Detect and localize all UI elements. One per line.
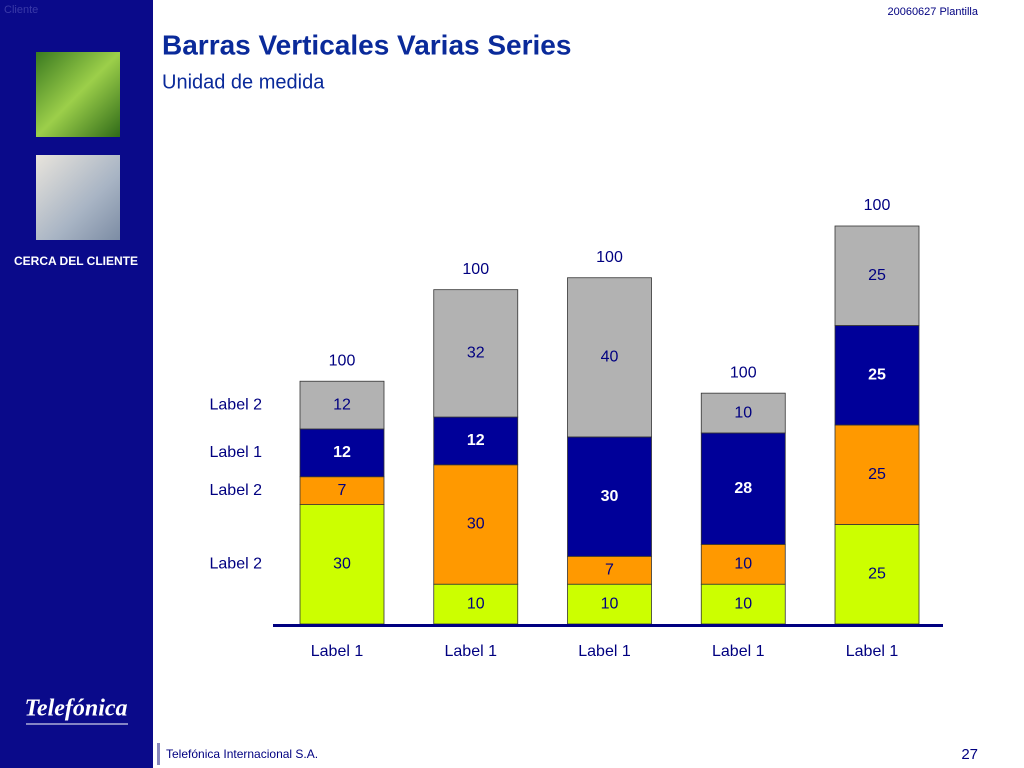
data-label: 12	[333, 444, 351, 461]
total-label: 100	[462, 261, 489, 278]
x-tick-label: Label 1	[445, 643, 498, 660]
bar-segment	[834, 325, 920, 426]
bar-segment	[567, 583, 652, 625]
data-label: 12	[333, 396, 351, 413]
template-label: 20060627 Plantilla	[887, 6, 978, 18]
x-tick-label: Label 1	[846, 643, 899, 660]
data-label: 32	[467, 345, 485, 362]
data-label: 12	[467, 432, 485, 449]
legend-label: Label 1	[210, 444, 263, 461]
data-label: 7	[605, 561, 614, 578]
data-label: 28	[734, 480, 752, 497]
data-label: 30	[333, 556, 351, 573]
data-label: 10	[734, 556, 752, 573]
bar-segment	[700, 392, 786, 434]
data-label: 30	[467, 516, 485, 533]
x-tick-label: Label 1	[578, 643, 631, 660]
watermark: Cliente	[4, 4, 38, 16]
plot: 30 Label 2 7 Label 2 12 Label 1 12 Label 2 100 La…	[210, 197, 943, 660]
data-label: 7	[338, 482, 347, 499]
photo-person	[36, 155, 120, 240]
logo: Telefónica	[24, 696, 127, 722]
data-label: 25	[868, 267, 886, 284]
data-label: 40	[601, 349, 619, 366]
bar-segment	[700, 432, 786, 545]
x-tick-label: Label 1	[311, 643, 364, 660]
data-label: 10	[734, 404, 752, 421]
section-label: CERCA DEL CLIENTE	[14, 254, 138, 268]
page-number: 27	[961, 746, 978, 763]
total-label: 100	[329, 352, 356, 369]
total-label: 100	[730, 364, 757, 381]
legend-label: Label 2	[210, 482, 263, 499]
data-label: 25	[868, 366, 886, 383]
bar-segment	[834, 524, 920, 625]
chart-subtitle: Unidad de medida	[162, 71, 325, 93]
bar-segment	[567, 277, 652, 438]
legend-label: Label 2	[210, 396, 263, 413]
total-label: 100	[596, 249, 623, 266]
bar-segment	[834, 225, 920, 326]
legend-label: Label 2	[210, 556, 263, 573]
bar-segment	[299, 476, 385, 505]
bar-segment	[567, 436, 652, 557]
x-tick-label: Label 1	[712, 643, 765, 660]
data-label: 10	[601, 595, 619, 612]
company: Telefónica Internacional S.A.	[166, 747, 318, 761]
data-label: 25	[868, 565, 886, 582]
bar-segment	[433, 583, 519, 625]
bar-segment	[299, 428, 385, 478]
bar-segment	[299, 380, 385, 430]
bar-segment	[433, 416, 519, 466]
bar-segment	[433, 289, 519, 418]
photo-plant	[36, 52, 120, 137]
chart-title: Barras Verticales Varias Series	[162, 29, 571, 60]
bar-segment	[834, 424, 920, 525]
bar-segment	[299, 504, 385, 625]
footer-bar	[157, 743, 160, 765]
bar-segment	[433, 464, 519, 585]
data-label: 30	[601, 488, 619, 505]
data-label: 10	[734, 595, 752, 612]
data-label: 25	[868, 466, 886, 483]
data-label: 10	[467, 595, 485, 612]
total-label: 100	[864, 197, 891, 214]
